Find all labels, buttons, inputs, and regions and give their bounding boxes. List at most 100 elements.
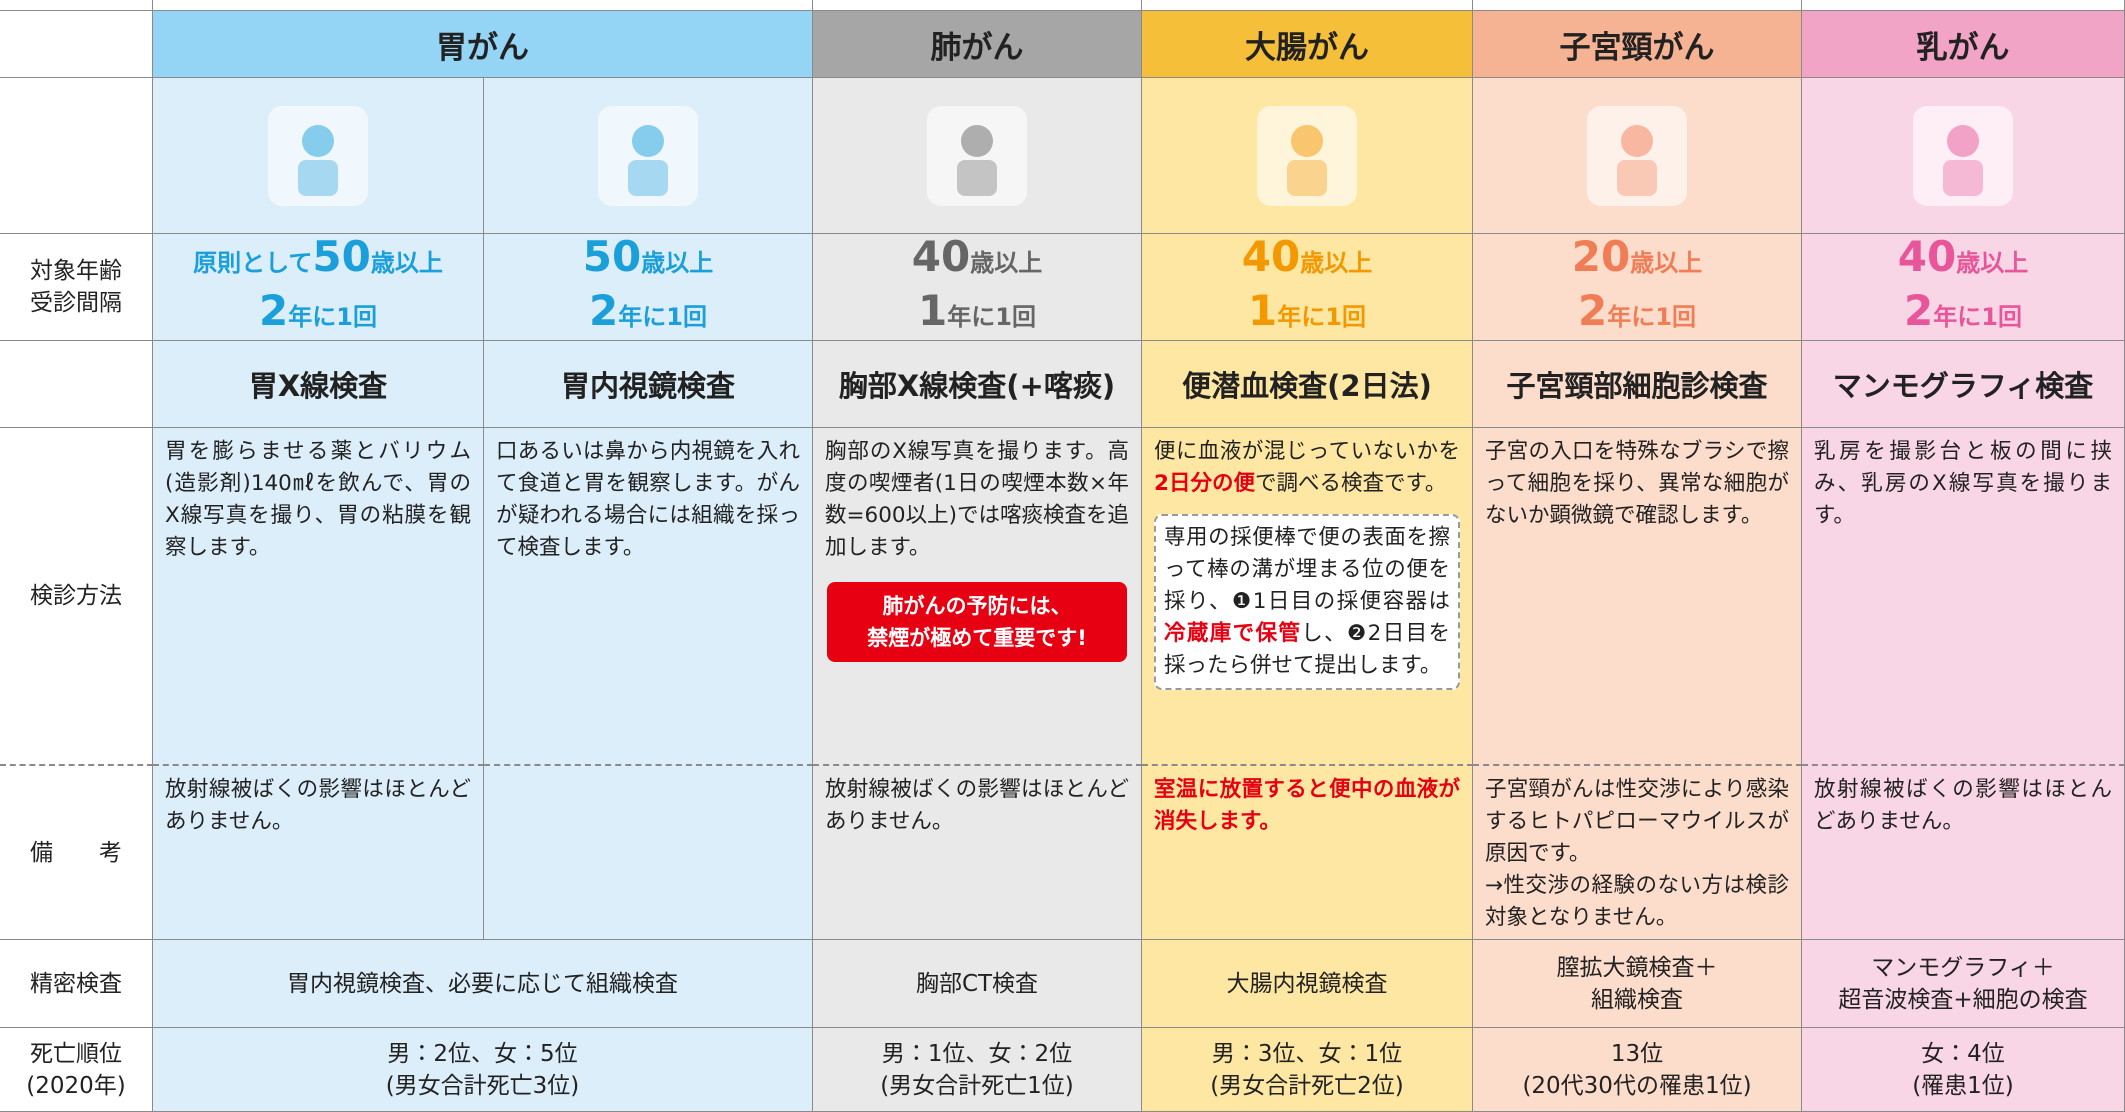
text: 男：3位、女：1位 — [1211, 1040, 1403, 1067]
detailed-line: 胃内視鏡検査、必要に応じて組織検査 — [287, 968, 678, 1000]
method-name: 子宮頸部細胞診検査 — [1473, 341, 1802, 428]
label: 精密検査 — [30, 970, 122, 997]
age-line: 原則として50歳以上 — [193, 234, 443, 287]
death-line: 女：4位 — [1921, 1038, 2005, 1070]
highlight: 2日分の便 — [1154, 471, 1255, 496]
text: (20代30代の罹患1位) — [1522, 1072, 1752, 1099]
interval-line: 2年に1回 — [1578, 286, 1696, 340]
death-line: 男：2位、女：5位 — [387, 1038, 577, 1070]
text: 女：4位 — [1921, 1040, 2005, 1067]
death-line: (罹患1位) — [1912, 1070, 2014, 1102]
detailed-line: 超音波検査+細胞の検査 — [1838, 984, 2087, 1016]
text: 胸部のX線写真を撮ります。高度の喫煙者(1日の喫煙本数×年数=600以上)では喀… — [825, 439, 1129, 560]
interval-line: 2年に1回 — [589, 286, 707, 340]
method-description: 胸部のX線写真を撮ります。高度の喫煙者(1日の喫煙本数×年数=600以上)では喀… — [813, 428, 1142, 766]
text: 禁煙が極めて重要です! — [867, 626, 1087, 650]
death-line: 男：1位、女：2位 — [882, 1038, 1072, 1070]
detailed-line: マンモグラフィ＋ — [1871, 952, 2055, 984]
label-line: 受診間隔 — [30, 287, 122, 319]
row-label: 備 考 — [0, 766, 153, 940]
detailed-exam: 胸部CT検査 — [813, 940, 1142, 1028]
method-description: 口あるいは鼻から内視鏡を入れて食道と胃を観察します。がんが疑われる場合には組織を… — [484, 428, 813, 766]
method-description: 胃を膨らませる薬とバリウム(造影剤)140㎖を飲んで、胃のX線写真を撮り、胃の粘… — [153, 428, 484, 766]
detailed-line: 膣拡大鏡検査＋ — [1557, 952, 1718, 984]
age-number: 40 — [1897, 234, 1957, 281]
top-strip — [1802, 0, 2125, 11]
label: 備 考 — [30, 839, 122, 866]
interval-number: 2 — [259, 286, 289, 335]
method: 胃X線検査 — [248, 369, 388, 403]
notes: 放射線被ばくの影響はほとんどありません。 — [813, 766, 1142, 940]
text: →性交渉の経験のない方は検診対象となりません。 — [1485, 873, 1789, 930]
death-line: (男女合計死亡2位) — [1210, 1070, 1404, 1102]
text: (男女合計死亡3位) — [385, 1072, 580, 1099]
highlight: 室温に放置すると便中の血液が消失します。 — [1154, 777, 1460, 834]
text: 子宮頸がんは性交渉により感染するヒトパピローマウイルスが原因です。 — [1485, 777, 1789, 866]
text: 男：1位、女：2位 — [881, 1040, 1073, 1067]
note: 放射線被ばくの影響はほとんどありません。 — [825, 774, 1129, 838]
description: 胃を膨らませる薬とバリウム(造影剤)140㎖を飲んで、胃のX線写真を撮り、胃の粘… — [165, 436, 471, 564]
cancer-header: 乳がん — [1802, 11, 2125, 78]
death-line: 男：3位、女：1位 — [1212, 1038, 1402, 1070]
text: 死亡順位 — [30, 1040, 122, 1067]
interval-line: 1年に1回 — [1248, 287, 1366, 340]
method: 便潜血検査(2日法) — [1182, 369, 1432, 403]
description: 子宮の入口を特殊なブラシで擦って細胞を採り、異常な細胞がないか顕微鏡で確認します… — [1485, 436, 1789, 532]
method: マンモグラフィ検査 — [1832, 369, 2094, 403]
illustration — [484, 78, 813, 234]
interval-number: 2 — [1578, 286, 1608, 335]
death-line: (男女合計死亡1位) — [880, 1070, 1074, 1102]
notes: 室温に放置すると便中の血液が消失します。 — [1142, 766, 1473, 940]
detailed-line: 胸部CT検査 — [916, 968, 1038, 1000]
row-label: 対象年齢 受診間隔 — [0, 234, 153, 341]
age-cell: 原則として50歳以上 2年に1回 — [153, 234, 484, 341]
cancer-name: 大腸がん — [1245, 29, 1369, 66]
interval-unit: 年に1回 — [947, 303, 1036, 331]
cancer-name: 子宮頸がん — [1559, 29, 1715, 66]
text: 受診間隔 — [30, 290, 122, 316]
text: 超音波検査+細胞の検査 — [1838, 986, 2088, 1013]
interval-number: 2 — [589, 286, 619, 335]
age-cell: 40歳以上 1年に1回 — [813, 234, 1142, 341]
row-label: 精密検査 — [0, 940, 153, 1028]
method-name: マンモグラフィ検査 — [1802, 341, 2125, 428]
cancer-header: 肺がん — [813, 11, 1142, 78]
text: 男：2位、女：5位 — [387, 1040, 578, 1067]
illustration-art — [1913, 105, 2013, 206]
text: 胃を膨らませる薬とバリウム(造影剤)140㎖を飲んで、胃のX線写真を撮り、胃の粘… — [165, 439, 471, 560]
interval-unit: 年に1回 — [618, 303, 707, 331]
text: (男女合計死亡1位) — [880, 1072, 1074, 1099]
row-label: 死亡順位 (2020年) — [0, 1028, 153, 1112]
illustration-art — [1257, 105, 1357, 206]
interval-line: 2年に1回 — [1904, 287, 2022, 340]
death-rank: 女：4位 (罹患1位) — [1802, 1028, 2125, 1112]
note: 室温に放置すると便中の血液が消失します。 — [1154, 774, 1460, 838]
text: 胃内視鏡検査、必要に応じて組織検査 — [287, 970, 678, 997]
detailed-line: 組織検査 — [1591, 984, 1683, 1016]
top-strip — [813, 0, 1142, 11]
interval-unit: 年に1回 — [1933, 303, 2022, 331]
callout-line: 禁煙が極めて重要です! — [827, 622, 1127, 654]
detailed-exam: 膣拡大鏡検査＋ 組織検査 — [1473, 940, 1802, 1028]
cancer-header: 大腸がん — [1142, 11, 1473, 78]
note: 子宮頸がんは性交渉により感染するヒトパピローマウイルスが原因です。 — [1485, 774, 1789, 870]
text: (罹患1位) — [1912, 1072, 2014, 1099]
death-rank: 13位 (20代30代の罹患1位) — [1473, 1028, 1802, 1112]
method: 胃内視鏡検査 — [560, 369, 735, 403]
age-number: 50 — [582, 234, 642, 281]
illustration — [1142, 78, 1473, 234]
death-line: (20代30代の罹患1位) — [1522, 1070, 1751, 1102]
illustration-art — [268, 105, 368, 206]
death-line: (男女合計死亡3位) — [386, 1070, 580, 1102]
top-strip — [1142, 0, 1473, 11]
text: 放射線被ばくの影響はほとんどありません。 — [1814, 777, 2112, 834]
illustration — [153, 78, 484, 234]
text: 大腸内視鏡検査 — [1226, 970, 1388, 997]
age-number: 50 — [312, 234, 371, 281]
interval-line: 1年に1回 — [918, 287, 1036, 340]
row-label: 検診方法 — [0, 428, 153, 766]
method-name: 胸部X線検査(+喀痰) — [813, 341, 1142, 428]
age-unit: 歳以上 — [370, 249, 443, 277]
description: 乳房を撮影台と板の間に挟み、乳房のX線写真を撮ります。 — [1814, 436, 2112, 532]
